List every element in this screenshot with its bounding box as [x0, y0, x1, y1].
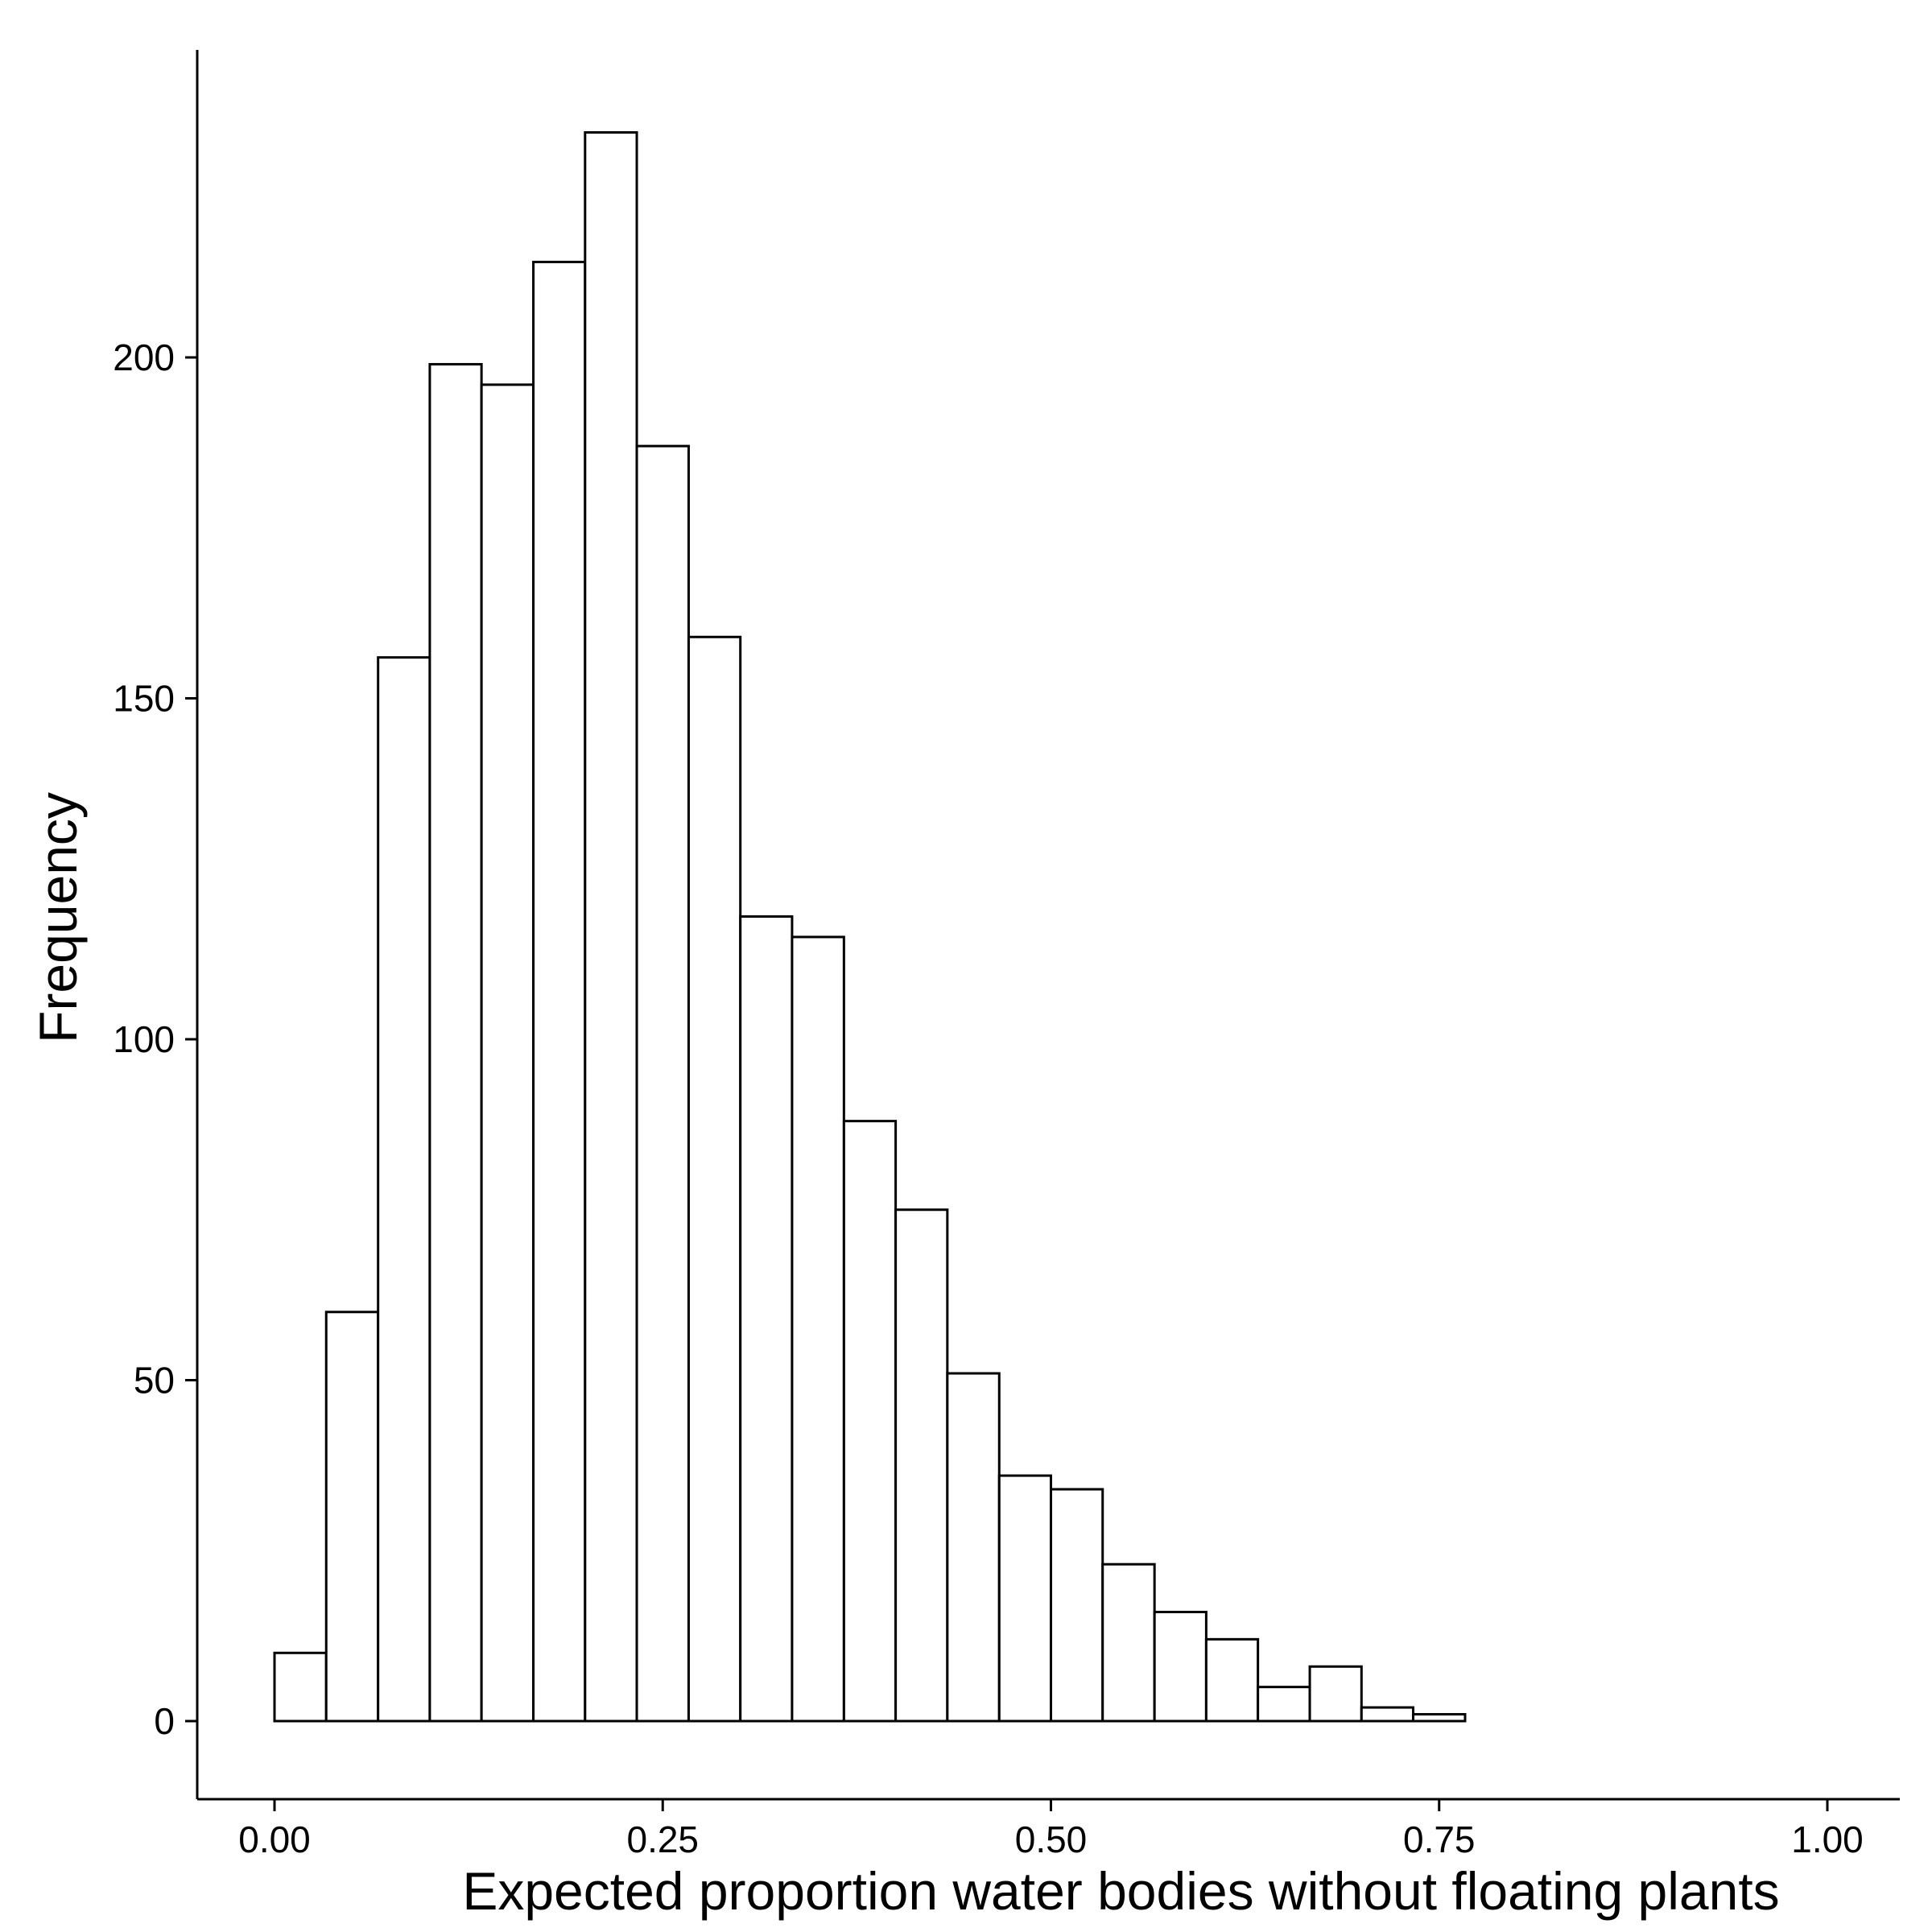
- histogram-bar-22: [1412, 1713, 1467, 1723]
- y-tick-label-2: 100: [113, 1018, 175, 1060]
- histogram-bar-5: [532, 260, 587, 1723]
- y-ticks-layer: 0 50 100 150 200: [113, 336, 197, 1742]
- y-tick-label-3: 150: [113, 678, 175, 720]
- histogram-bar-20: [1308, 1665, 1363, 1723]
- x-tick-label-2: 0.50: [1015, 1818, 1088, 1860]
- histogram-bar-0: [273, 1651, 328, 1723]
- x-tick-label-3: 0.75: [1403, 1818, 1476, 1860]
- y-tick-label-0: 0: [154, 1700, 175, 1742]
- histogram-bar-19: [1257, 1686, 1311, 1723]
- histogram-bar-8: [687, 635, 742, 1723]
- y-tick-label-4: 200: [113, 336, 175, 378]
- histogram-bar-16: [1101, 1563, 1156, 1723]
- histogram-bar-9: [739, 915, 794, 1723]
- histogram-bar-1: [324, 1311, 380, 1723]
- histogram-bar-10: [791, 935, 845, 1723]
- histogram-bar-2: [377, 656, 431, 1723]
- histogram-bar-4: [480, 383, 535, 1723]
- histogram-bar-11: [842, 1120, 898, 1723]
- histogram-bar-7: [635, 444, 690, 1723]
- x-axis-title: Expected proportion water bodies without…: [462, 1861, 1779, 1921]
- histogram-bar-17: [1153, 1610, 1208, 1723]
- x-tick-label-0: 0.00: [238, 1818, 311, 1860]
- histogram-bar-14: [997, 1474, 1052, 1723]
- histogram-bar-3: [428, 362, 483, 1723]
- histogram-bar-15: [1050, 1488, 1104, 1723]
- histogram-bar-6: [584, 130, 638, 1723]
- histogram-bar-12: [894, 1208, 949, 1723]
- x-tick-label-4: 1.00: [1791, 1818, 1864, 1860]
- axes-layer: [196, 50, 1900, 1801]
- histogram-bar-21: [1360, 1706, 1415, 1723]
- histogram-bar-18: [1204, 1637, 1260, 1723]
- x-tick-label-1: 0.25: [626, 1818, 699, 1860]
- histogram-bar-13: [946, 1372, 1001, 1723]
- y-tick-label-1: 50: [134, 1360, 175, 1402]
- y-axis-title: Frequency: [28, 792, 88, 1043]
- bars-layer: [273, 130, 1467, 1723]
- x-ticks-layer: 0.00 0.25 0.50 0.75 1.00: [238, 1799, 1864, 1860]
